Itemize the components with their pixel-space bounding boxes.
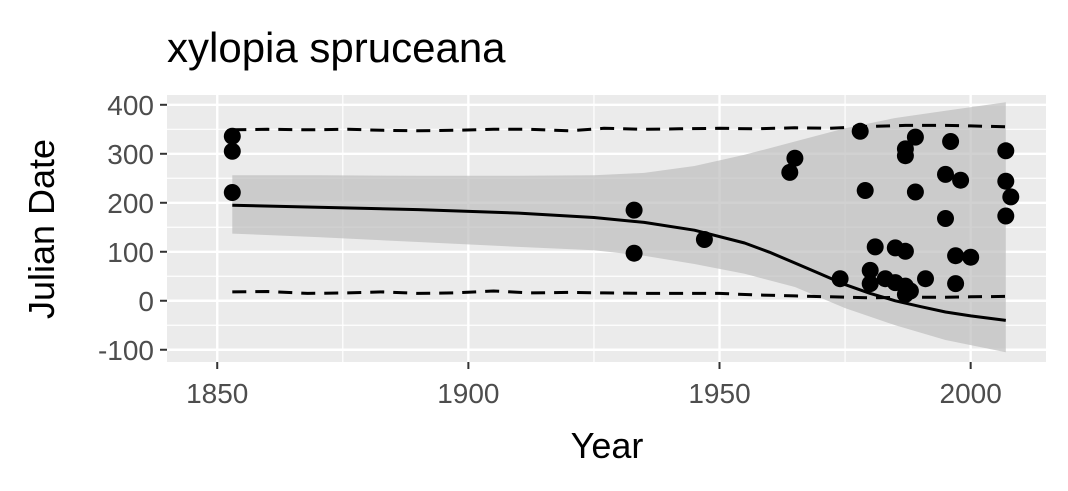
data-point <box>997 172 1015 190</box>
data-point <box>223 127 241 145</box>
data-point <box>695 231 713 248</box>
y-tick-label: 400 <box>107 90 154 121</box>
x-axis-title: Year <box>571 425 644 466</box>
x-tick-label: 2000 <box>940 378 1002 409</box>
data-point <box>896 147 914 165</box>
data-point <box>831 270 849 288</box>
data-point <box>223 142 241 160</box>
data-point <box>861 261 879 279</box>
data-point <box>917 270 934 288</box>
data-point <box>223 184 241 201</box>
confidence-ribbon <box>232 102 1006 353</box>
x-tick-label: 1900 <box>437 378 499 409</box>
y-axis-ticks: -100 0 100 200 300 400 <box>98 90 167 366</box>
data-point <box>947 247 965 265</box>
x-tick-label: 1850 <box>186 378 248 409</box>
data-points <box>223 122 1020 303</box>
data-point <box>851 122 869 140</box>
data-point <box>906 128 924 146</box>
x-axis-ticks: 1850 1900 1950 2000 <box>186 362 1002 409</box>
data-point <box>937 210 954 227</box>
data-point <box>1002 188 1020 206</box>
y-tick-label: 0 <box>138 286 154 317</box>
y-tick-label: -100 <box>98 335 154 366</box>
data-point <box>786 149 804 167</box>
data-point <box>997 142 1015 160</box>
y-tick-label: 300 <box>107 139 154 170</box>
data-point <box>906 183 924 201</box>
y-axis-title: Julian Date <box>21 139 62 319</box>
data-point <box>942 133 960 150</box>
data-point <box>856 182 874 199</box>
data-point <box>866 238 884 256</box>
data-point <box>962 248 980 266</box>
data-point <box>901 282 919 300</box>
data-point <box>625 244 643 262</box>
fit-line <box>232 203 1006 322</box>
y-tick-label: 100 <box>107 237 154 268</box>
data-point <box>861 275 879 293</box>
data-point <box>997 207 1015 225</box>
upper-dashed-line <box>232 123 1006 133</box>
data-point <box>625 201 643 219</box>
data-point <box>937 165 954 183</box>
y-tick-label: 200 <box>107 188 154 219</box>
data-point <box>947 275 965 293</box>
x-tick-label: 1950 <box>688 378 750 409</box>
data-point <box>896 242 914 260</box>
data-point <box>952 171 970 189</box>
data-point <box>781 163 799 181</box>
chart-title: xylopia spruceana <box>167 24 506 71</box>
